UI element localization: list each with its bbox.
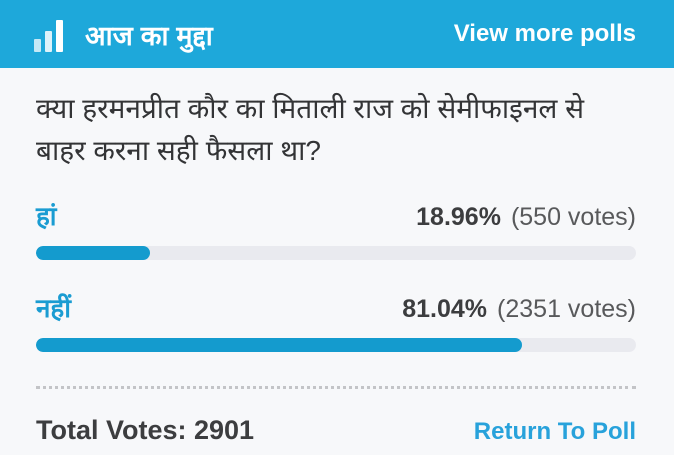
progress-track-no [36, 338, 636, 352]
option-label-yes: हां [36, 201, 57, 231]
total-votes-label: Total Votes: 2901 [36, 415, 255, 445]
poll-header: आज का मुद्दा View more polls [0, 0, 674, 68]
progress-fill-no [36, 338, 523, 352]
return-to-poll-link[interactable]: Return To Poll [473, 418, 636, 445]
progress-fill-yes [36, 246, 150, 260]
poll-title: आज का मुद्दा [85, 20, 213, 51]
bar-chart-icon [34, 18, 63, 52]
poll-content: क्या हरमनप्रीत कौर का मिताली राज को सेमी… [0, 68, 674, 446]
poll-question: क्या हरमनप्रीत कौर का मिताली राज को सेमी… [36, 93, 585, 166]
poll-footer: Total Votes: 2901 Return To Poll [36, 415, 636, 446]
poll-option-yes: हां 18.96% (550 votes) [36, 197, 636, 260]
dotted-divider [36, 386, 636, 389]
view-more-polls-link[interactable]: View more polls [453, 20, 636, 47]
option-percent-no: 81.04% [402, 295, 488, 323]
option-votes-no: (2351 votes) [497, 295, 636, 323]
progress-track-yes [36, 246, 636, 260]
poll-option-no: नहीं 81.04% (2351 votes) [36, 289, 636, 352]
option-label-no: नहीं [36, 293, 71, 323]
option-percent-yes: 18.96% [416, 203, 501, 231]
option-votes-yes: (550 votes) [510, 203, 636, 231]
